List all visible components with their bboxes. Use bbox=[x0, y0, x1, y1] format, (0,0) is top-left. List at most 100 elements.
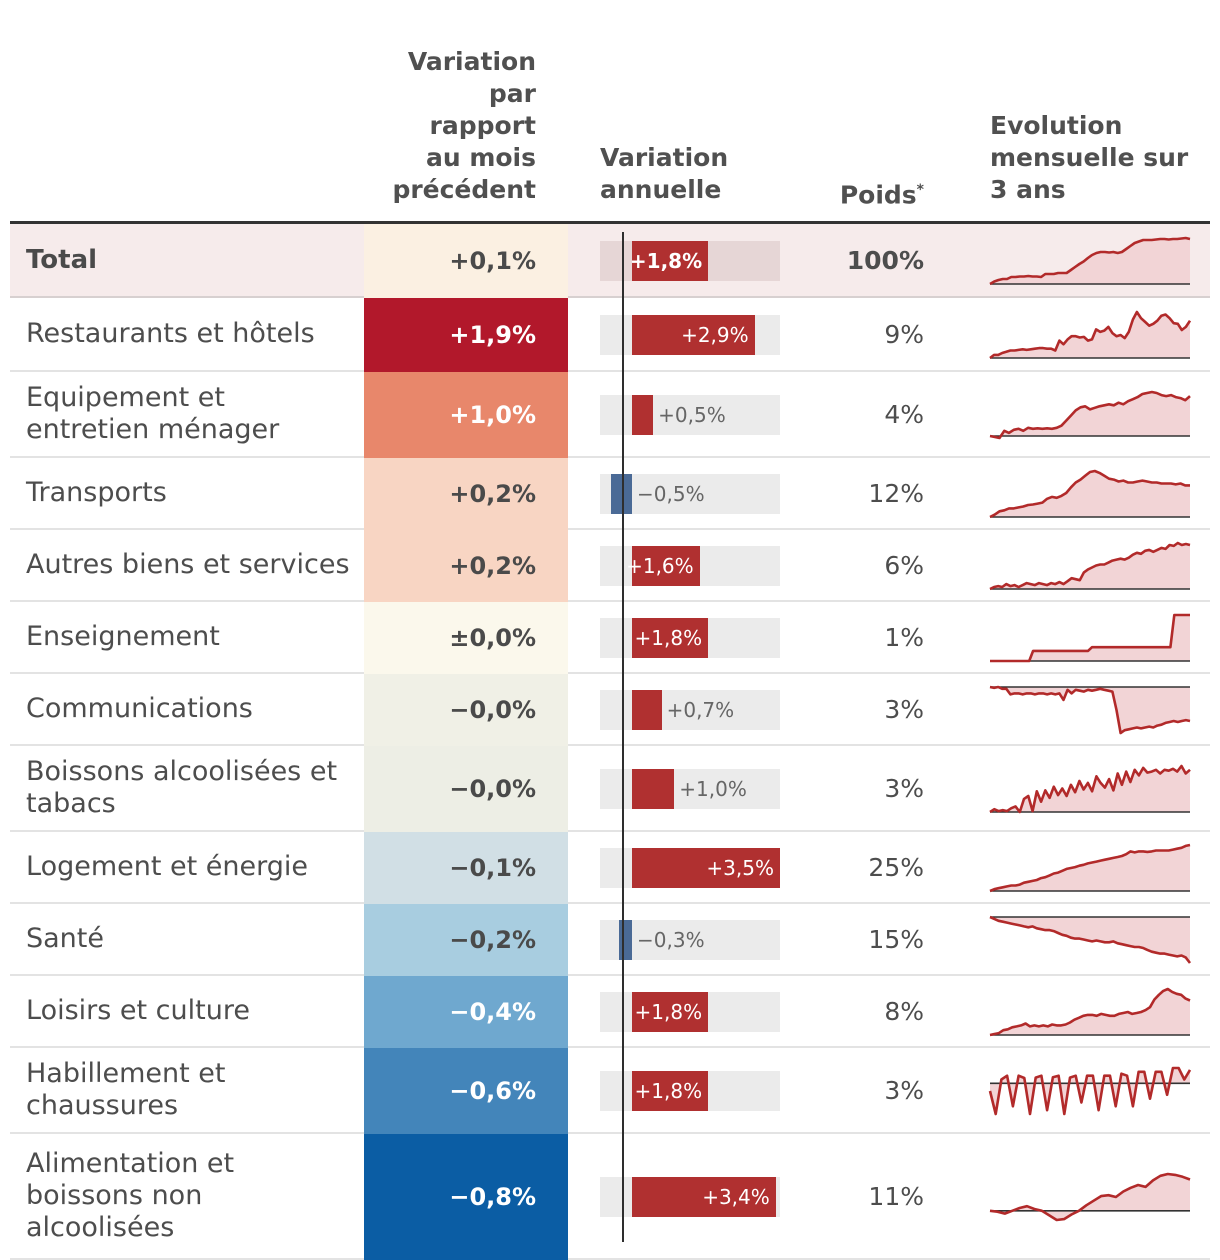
weight-value: 3% bbox=[884, 694, 924, 724]
sparkline-area bbox=[990, 312, 1190, 358]
table-row: Boissons alcoolisées et tabacs −0,0% +1,0%… bbox=[10, 746, 1210, 832]
sparkline-area bbox=[990, 471, 1190, 517]
monthly-variation-cell: −0,0% bbox=[364, 674, 568, 746]
annual-variation-label: +3,4% bbox=[702, 1185, 770, 1209]
annual-variation-track: +3,5% bbox=[600, 848, 780, 888]
annual-variation-label: +1,8% bbox=[634, 1000, 703, 1024]
weight-value: 3% bbox=[884, 1075, 924, 1105]
table-row: Transports +0,2% −0,5% 12% bbox=[10, 458, 1210, 530]
category-label: Autres biens et services bbox=[26, 549, 350, 580]
sparkline bbox=[989, 843, 1191, 893]
sparkline-series bbox=[989, 541, 1191, 591]
sparkline-series bbox=[989, 987, 1191, 1037]
header-evolution: Evolution mensuelle sur 3 ans bbox=[990, 110, 1210, 206]
monthly-variation-cell: +1,0% bbox=[364, 372, 568, 458]
sparkline bbox=[989, 1172, 1191, 1222]
annual-variation-track: +1,8% bbox=[600, 992, 780, 1032]
annual-variation-track: +1,8% bbox=[600, 241, 780, 281]
annual-variation-bar bbox=[632, 992, 709, 1032]
table-row-total: Total +0,1% +1,8% 100% bbox=[10, 224, 1210, 298]
annual-variation-track: +1,8% bbox=[600, 1071, 780, 1111]
weight-value: 25% bbox=[868, 852, 924, 882]
header-monthly-variation: Variation par rapport au mois précédent bbox=[360, 46, 536, 206]
header-weight: Poids* bbox=[800, 174, 924, 211]
sparkline-series bbox=[989, 1172, 1191, 1222]
category-label: Logement et énergie bbox=[26, 851, 309, 882]
sparkline-area bbox=[990, 687, 1190, 733]
sparkline-series bbox=[989, 236, 1191, 286]
annual-variation-bar bbox=[632, 1071, 709, 1111]
annual-variation-label: +1,6% bbox=[626, 554, 694, 578]
sparkline-series bbox=[989, 843, 1191, 893]
monthly-variation-cell: +0,2% bbox=[364, 458, 568, 530]
sparkline bbox=[989, 987, 1191, 1037]
sparkline-series bbox=[989, 915, 1192, 964]
weight-value: 9% bbox=[884, 319, 924, 349]
monthly-variation-cell: +1,9% bbox=[364, 298, 568, 372]
weight-value: 4% bbox=[884, 399, 924, 429]
category-label: Transports bbox=[26, 477, 167, 508]
sparkline-series bbox=[989, 685, 1191, 735]
annual-variation-track: +1,8% bbox=[600, 618, 780, 658]
annual-variation-bar bbox=[632, 546, 700, 586]
category-label: Equipement et entretien ménager bbox=[26, 382, 280, 445]
sparkline bbox=[989, 390, 1191, 440]
table-row: Communications −0,0% +0,7% 3% bbox=[10, 674, 1210, 746]
header-evo-line: Evolution bbox=[990, 111, 1123, 140]
monthly-variation-cell: +0,2% bbox=[364, 530, 568, 602]
annual-variation-track: +3,4% bbox=[600, 1177, 780, 1217]
annual-variation-bar bbox=[632, 315, 755, 355]
annual-variation-label: +1,8% bbox=[634, 626, 703, 650]
table-row: Autres biens et services +0,2% +1,6% 6% bbox=[10, 530, 1210, 602]
annual-variation-label: +1,0% bbox=[679, 777, 747, 801]
table-row: Enseignement ±0,0% +1,8% 1% bbox=[10, 602, 1210, 674]
annual-variation-track: +1,6% bbox=[600, 546, 780, 586]
header-mom-line: au mois bbox=[425, 143, 536, 172]
monthly-variation-cell: ±0,0% bbox=[364, 602, 568, 674]
weight-value: 1% bbox=[884, 622, 924, 652]
sparkline-area bbox=[990, 1174, 1190, 1220]
category-label: Communications bbox=[26, 693, 253, 724]
weight-value: 12% bbox=[868, 478, 924, 508]
annual-variation-bar bbox=[632, 241, 709, 281]
annual-variation-label: +0,5% bbox=[658, 403, 726, 427]
sparkline bbox=[989, 764, 1191, 814]
table-row: Santé −0,2% −0,3% 15% bbox=[10, 904, 1210, 976]
category-label: Boissons alcoolisées et tabacs bbox=[26, 756, 338, 819]
monthly-variation-cell: +0,1% bbox=[364, 224, 568, 298]
table-row: Habillement et chaussures −0,6% +1,8% 3% bbox=[10, 1048, 1210, 1134]
category-label: Habillement et chaussures bbox=[26, 1058, 226, 1121]
annual-variation-label: +0,7% bbox=[666, 698, 735, 722]
sparkline bbox=[989, 541, 1191, 591]
annual-variation-bar bbox=[610, 474, 632, 514]
table-row: Logement et énergie −0,1% +3,5% 25% bbox=[10, 832, 1210, 904]
header-mom-line: Variation bbox=[407, 47, 536, 76]
header-evo-line: 3 ans bbox=[990, 175, 1066, 204]
weight-value: 100% bbox=[846, 245, 924, 275]
sparkline-series bbox=[989, 310, 1192, 360]
annual-variation-label: +1,8% bbox=[634, 1079, 703, 1103]
sparkline-series bbox=[989, 469, 1190, 519]
annual-variation-label: +3,5% bbox=[706, 856, 774, 880]
annual-variation-track: +0,5% bbox=[600, 395, 780, 435]
monthly-variation-cell: −0,4% bbox=[364, 976, 568, 1048]
category-label: Santé bbox=[26, 923, 104, 954]
sparkline-series bbox=[989, 390, 1191, 440]
sparkline-area bbox=[990, 615, 1190, 661]
header-mom-line: précédent bbox=[392, 175, 536, 204]
annual-variation-bar bbox=[632, 690, 662, 730]
monthly-variation-cell: −0,1% bbox=[364, 832, 568, 904]
category-label: Total bbox=[26, 245, 98, 275]
annual-variation-label: −0,3% bbox=[637, 928, 705, 952]
annual-variation-bar bbox=[632, 848, 780, 888]
weight-value: 11% bbox=[868, 1181, 924, 1211]
header-weight-footnote-marker: * bbox=[916, 182, 924, 198]
monthly-variation-cell: −0,6% bbox=[364, 1048, 568, 1134]
sparkline-area bbox=[990, 1068, 1190, 1114]
sparkline bbox=[988, 1066, 1192, 1116]
header-yoy-line: Variation bbox=[600, 143, 729, 172]
header-rule bbox=[10, 221, 1210, 224]
weight-value: 3% bbox=[884, 773, 924, 803]
annual-variation-zero-axis bbox=[622, 232, 624, 1242]
annual-variation-label: −0,5% bbox=[637, 482, 705, 506]
